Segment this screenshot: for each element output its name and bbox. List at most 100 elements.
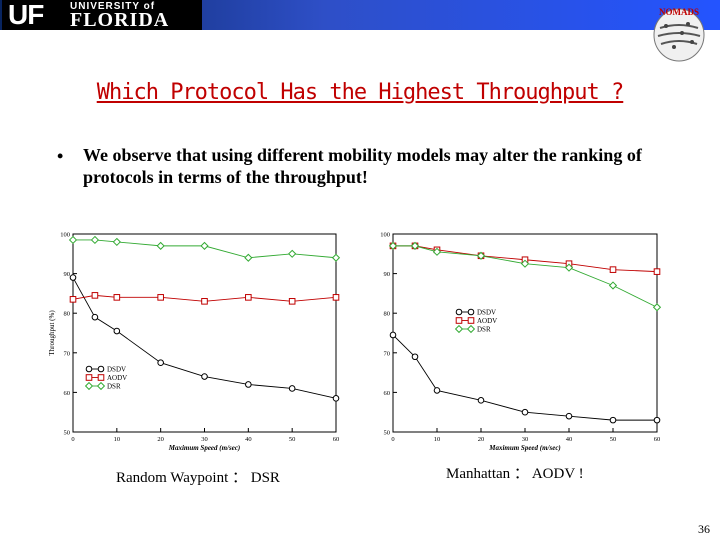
y-tick-label: 50 — [64, 430, 71, 437]
data-point-dsdv — [653, 416, 661, 424]
legend-marker-dsr — [96, 381, 106, 391]
x-tick-label: 50 — [289, 436, 296, 443]
legend-marker-dsdv — [85, 365, 93, 373]
data-point-dsr — [520, 259, 530, 268]
data-point-aodv — [69, 296, 77, 303]
data-point-dsdv — [521, 408, 529, 416]
legend-label-aodv: AODV — [107, 374, 127, 382]
caption-random-waypoint: Random Waypoint ： DSR — [116, 470, 280, 486]
data-point-aodv — [653, 268, 661, 275]
data-point-aodv — [91, 292, 99, 299]
y-tick-label: 90 — [64, 271, 71, 278]
data-point-dsdv — [609, 416, 617, 424]
throughput-chart-manhattan: 0 10 20 30 40 50 60 50 60 70 80 90 100 Maximum Speed … — [380, 232, 662, 452]
data-point-dsr — [331, 253, 341, 262]
series-line-dsdv — [72, 277, 337, 399]
data-point-dsdv — [69, 274, 77, 281]
data-point-aodv — [288, 298, 296, 305]
series-markers-dsr — [388, 241, 662, 312]
legend-marker-aodv — [455, 317, 463, 324]
x-tick-label: 40 — [245, 436, 252, 443]
y-tick-label: 70 — [384, 350, 391, 357]
data-point-dsdv — [389, 331, 397, 339]
legend-marker-aodv — [85, 374, 93, 381]
page-number: 36 — [698, 522, 710, 536]
header-banner: UF UNIVERSITY of FLORIDA — [0, 0, 720, 31]
data-point-dsdv — [332, 395, 340, 402]
nomads-logo-text: NOMADS — [659, 7, 699, 17]
data-point-aodv — [113, 294, 121, 301]
legend-label-dsdv: DSDV — [107, 366, 126, 374]
data-point-dsr — [68, 235, 78, 245]
y-tick-label: 70 — [64, 350, 71, 357]
data-point-dsdv — [288, 385, 296, 392]
nomads-logo: NOMADS — [653, 7, 705, 62]
data-point-dsr — [432, 247, 442, 256]
caption-manhattan: Manhattan ： AODV ! — [446, 466, 584, 482]
data-point-dsr — [112, 237, 121, 247]
plot-frame — [72, 233, 337, 433]
y-tick-label: 100 — [60, 232, 70, 239]
legend-marker-dsdv — [455, 308, 463, 316]
data-point-aodv — [245, 294, 252, 301]
data-point-dsdv — [113, 327, 121, 335]
data-point-dsr — [90, 235, 100, 245]
data-point-dsdv — [477, 397, 485, 404]
x-axis-label: Maximum Speed (m/sec) — [168, 444, 241, 452]
data-point-dsr — [288, 249, 297, 258]
x-axis-label: Maximum Speed (m/sec) — [488, 444, 561, 452]
data-point-dsr — [476, 251, 486, 260]
data-point-dsr — [200, 241, 209, 250]
logo-florida-text: FLORIDA — [70, 9, 170, 31]
logo-university-text: UNIVERSITY of — [70, 1, 156, 12]
series-line-dsdv — [392, 334, 657, 421]
data-point-dsdv — [411, 353, 419, 361]
legend-label-dsr: DSR — [107, 383, 121, 391]
data-point-aodv — [157, 294, 164, 301]
data-point-dsr — [410, 241, 420, 250]
series-line-dsr — [393, 245, 658, 308]
data-point-dsdv — [433, 387, 441, 394]
x-tick-label: 10 — [434, 436, 441, 443]
legend-marker-aodv — [97, 374, 105, 381]
y-tick-label: 100 — [380, 232, 390, 239]
legend-label-aodv: AODV — [477, 317, 497, 325]
legend-marker-aodv — [467, 317, 475, 324]
legend-marker-dsr — [84, 381, 94, 391]
data-point-dsr — [564, 263, 574, 272]
x-tick-label: 0 — [391, 436, 394, 443]
x-tick-label: 40 — [566, 436, 573, 443]
data-point-dsdv — [91, 313, 99, 321]
series-line-aodv — [72, 294, 337, 302]
y-axis-label: Throughput (%) — [48, 310, 56, 356]
series-markers-dsdv — [389, 331, 661, 424]
legend-marker-dsr — [454, 324, 464, 334]
legend-marker-dsr — [466, 324, 476, 334]
legend-label-dsr: DSR — [477, 326, 491, 334]
y-tick-label: 80 — [384, 311, 391, 318]
series-markers-dsdv — [69, 274, 340, 402]
bullet-text: We observe that using different mobility… — [83, 145, 642, 187]
data-point-dsr — [388, 241, 398, 250]
series-markers-dsr — [68, 235, 341, 262]
x-tick-label: 20 — [478, 436, 485, 443]
data-point-dsr — [156, 241, 165, 250]
y-tick-label: 60 — [64, 390, 71, 397]
x-tick-label: 30 — [522, 436, 529, 443]
y-tick-label: 50 — [384, 430, 391, 437]
data-point-dsdv — [201, 373, 208, 380]
data-point-dsr — [244, 253, 253, 262]
uf-logo: UF UNIVERSITY of FLORIDA — [2, 0, 202, 31]
legend-marker-dsdv — [467, 308, 475, 316]
slide-title: Which Protocol Has the Highest Throughpu… — [96, 80, 625, 105]
throughput-chart-random-waypoint: 0 10 20 30 40 50 60 50 60 70 80 90 100 Maximum Speed … — [48, 232, 341, 452]
y-tick-label: 60 — [384, 390, 391, 397]
x-tick-label: 10 — [114, 436, 121, 443]
data-point-dsdv — [157, 359, 164, 366]
x-tick-label: 30 — [201, 436, 208, 443]
x-tick-label: 50 — [610, 436, 617, 443]
data-point-aodv — [201, 298, 208, 305]
legend-label-dsdv: DSDV — [477, 309, 496, 317]
